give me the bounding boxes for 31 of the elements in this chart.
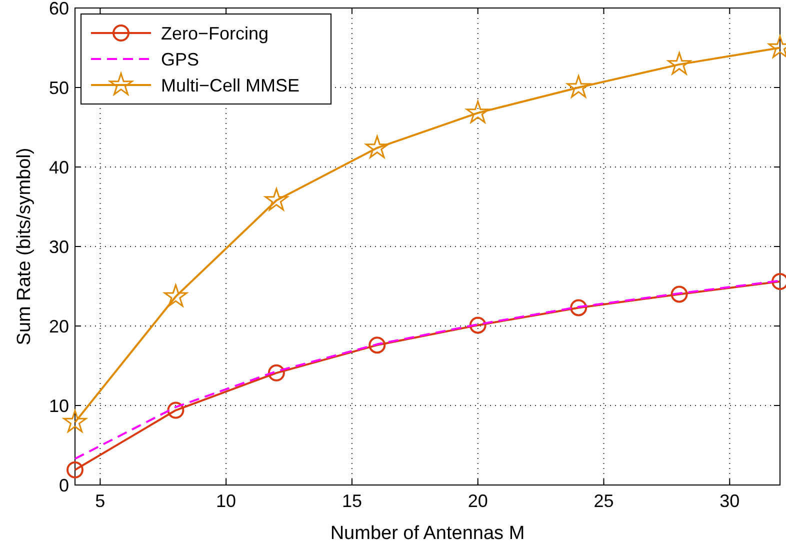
x-tick-label: 30 (720, 491, 740, 511)
point (466, 100, 490, 124)
x-tick-label: 25 (594, 491, 614, 511)
point (670, 286, 688, 303)
y-axis-title: Sum Rate (bits/symbol) (14, 148, 35, 346)
y-tick-label: 40 (48, 157, 69, 178)
point (668, 52, 692, 75)
legend-label: Zero−Forcing (161, 23, 269, 44)
point (365, 136, 389, 158)
point (66, 461, 84, 478)
y-tick-label: 10 (48, 396, 69, 416)
y-tick-label: 50 (48, 78, 69, 98)
legend-label: Multi−Cell MMSE (161, 75, 300, 96)
x-axis-title: Number of Antennas M (330, 523, 525, 544)
point (268, 364, 285, 382)
point (264, 188, 288, 210)
y-tick-label: 30 (48, 236, 69, 257)
point (469, 316, 486, 334)
x-tick-label: 20 (468, 491, 488, 511)
point (368, 336, 386, 354)
x-tick-label: 5 (95, 491, 106, 511)
y-tick-label: 0 (58, 475, 69, 496)
x-tick-label: 10 (216, 491, 236, 511)
y-tick-label: 20 (48, 316, 69, 336)
point (566, 75, 590, 98)
x-tick-label: 15 (342, 491, 362, 511)
legend-label: GPS (161, 49, 200, 70)
point (164, 284, 188, 307)
point (167, 402, 184, 419)
point (570, 299, 588, 316)
y-tick-label: 60 (48, 0, 69, 18)
